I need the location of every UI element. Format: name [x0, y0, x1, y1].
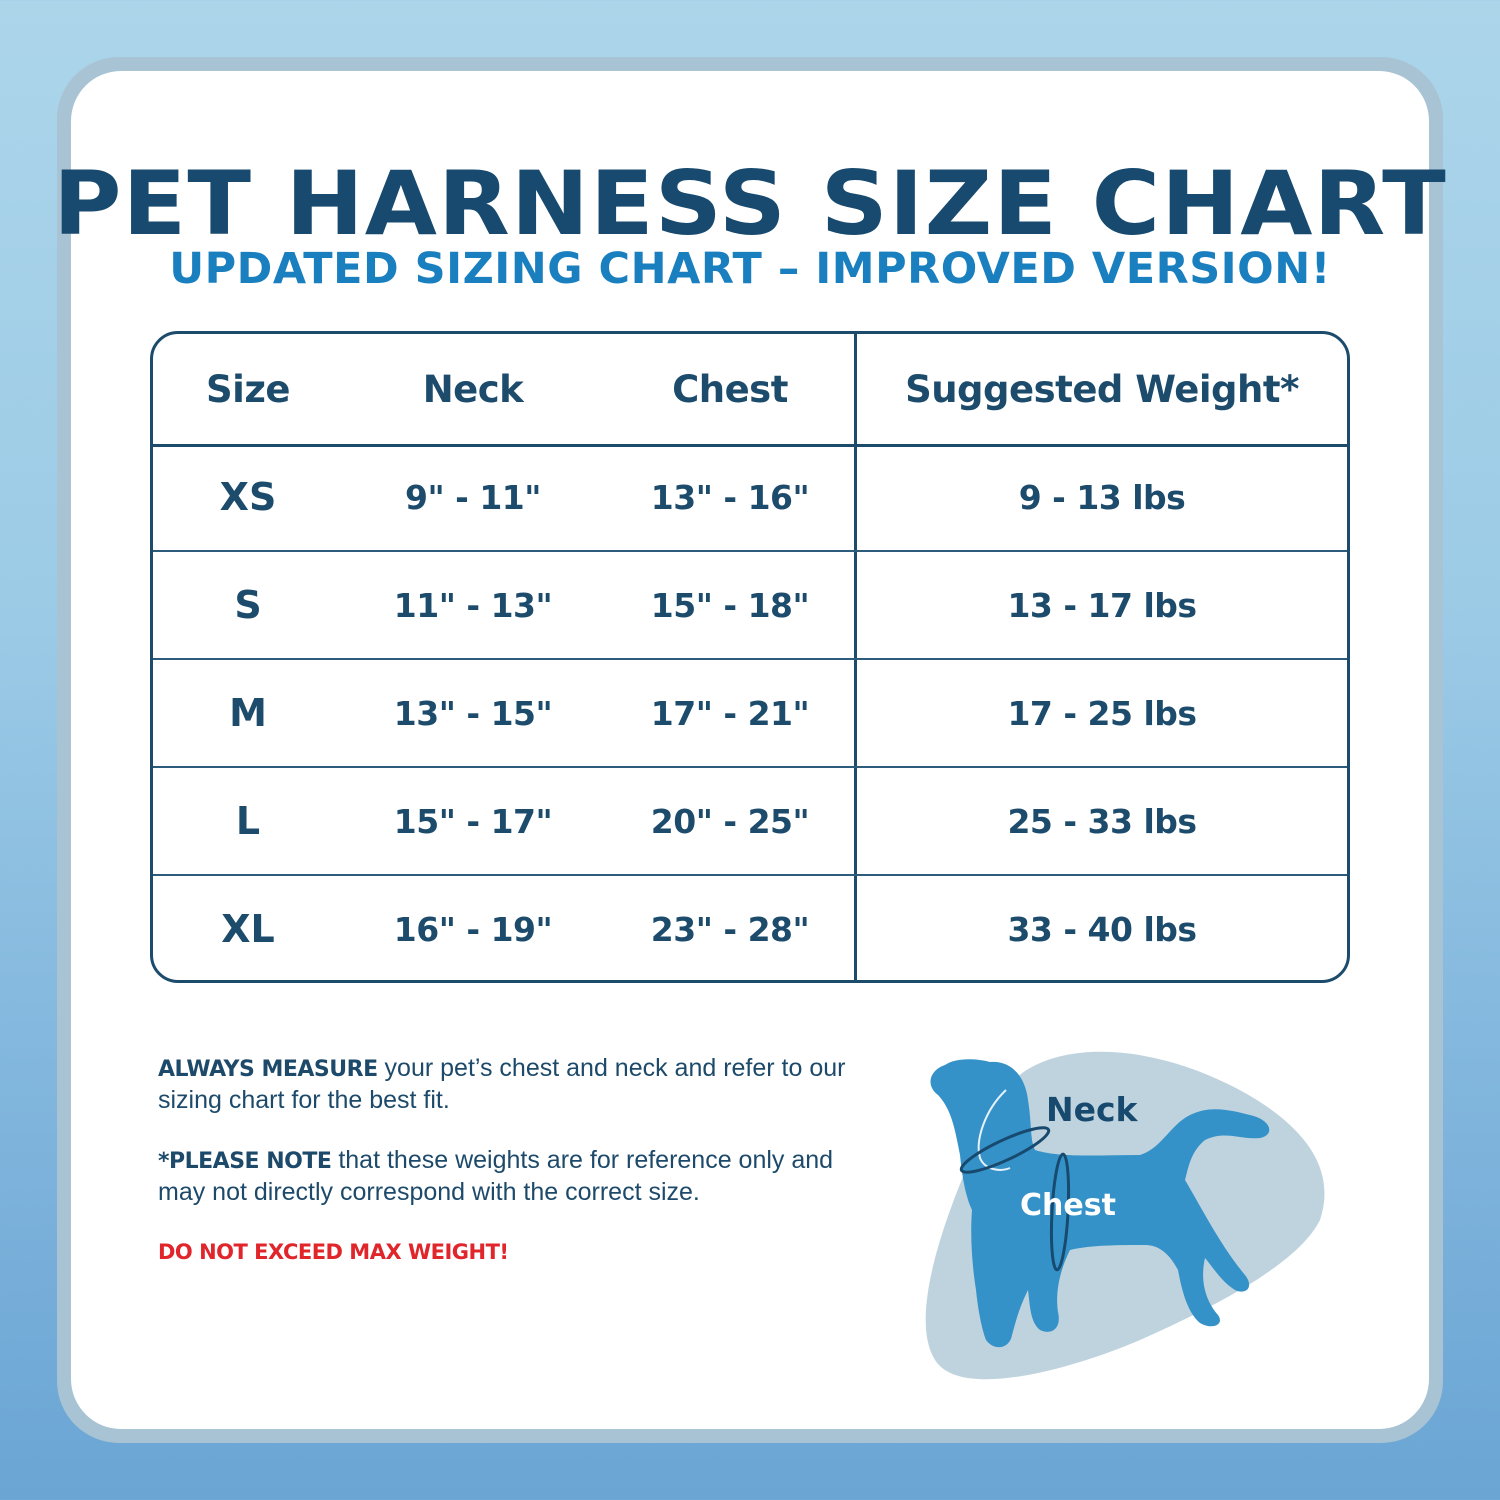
dog-silhouette-icon: [925, 1051, 1325, 1380]
cell-weight: 25 - 33 lbs: [1007, 801, 1197, 841]
chest-label: Chest: [1020, 1188, 1116, 1223]
cell-weight: 9 - 13 lbs: [1018, 477, 1186, 517]
cell-neck: 15" - 17": [393, 801, 553, 841]
table-row: M 13" - 15" 17" - 21" 17 - 25 lbs: [153, 660, 1347, 768]
cell-size: L: [235, 799, 261, 843]
cell-chest: 13" - 16": [650, 477, 810, 517]
cell-size: M: [229, 691, 267, 735]
cell-chest: 17" - 21": [650, 693, 810, 733]
cell-weight: 33 - 40 lbs: [1007, 909, 1197, 949]
cell-chest: 20" - 25": [650, 801, 810, 841]
table-header-row: Size Neck Chest Suggested Weight*: [153, 334, 1347, 447]
measure-note-text: your pet’s chest and neck and refer to o…: [158, 1054, 846, 1114]
table-row: L 15" - 17" 20" - 25" 25 - 33 lbs: [153, 768, 1347, 876]
cell-neck: 16" - 19": [393, 909, 553, 949]
page-subtitle: UPDATED SIZING CHART – IMPROVED VERSION!: [169, 244, 1331, 294]
cell-size: XS: [219, 475, 277, 519]
cell-chest: 23" - 28": [650, 909, 810, 949]
header-weight: Suggested Weight*: [905, 367, 1299, 411]
header-chest: Chest: [672, 367, 788, 411]
notes-section: ALWAYS MEASURE your pet’s chest and neck…: [158, 1053, 858, 1297]
measure-note: ALWAYS MEASURE your pet’s chest and neck…: [158, 1053, 858, 1116]
size-table: Size Neck Chest Suggested Weight* XS 9" …: [150, 331, 1350, 983]
column-divider: [854, 334, 857, 980]
table-row: XS 9" - 11" 13" - 16" 9 - 13 lbs: [153, 444, 1347, 552]
weight-note-text: that these weights are for reference onl…: [158, 1146, 834, 1206]
table-row: XL 16" - 19" 23" - 28" 33 - 40 lbs: [153, 876, 1347, 980]
weight-note-bold: *PLEASE NOTE: [158, 1149, 332, 1174]
cell-neck: 13" - 15": [393, 693, 553, 733]
header-size: Size: [206, 367, 290, 411]
cell-neck: 9" - 11": [405, 477, 541, 517]
weight-note: *PLEASE NOTE that these weights are for …: [158, 1145, 858, 1208]
cell-neck: 11" - 13": [393, 585, 553, 625]
neck-label: Neck: [1046, 1090, 1138, 1129]
cell-weight: 17 - 25 lbs: [1007, 693, 1197, 733]
measure-note-bold: ALWAYS MEASURE: [158, 1057, 378, 1082]
page-title: PET HARNESS SIZE CHART: [53, 152, 1447, 255]
table-row: S 11" - 13" 15" - 18" 13 - 17 lbs: [153, 552, 1347, 660]
cell-weight: 13 - 17 lbs: [1007, 585, 1197, 625]
cell-chest: 15" - 18": [650, 585, 810, 625]
cell-size: XL: [221, 907, 275, 951]
max-weight-warning: DO NOT EXCEED MAX WEIGHT!: [158, 1240, 509, 1264]
cell-size: S: [234, 583, 262, 627]
header-neck: Neck: [422, 367, 524, 411]
